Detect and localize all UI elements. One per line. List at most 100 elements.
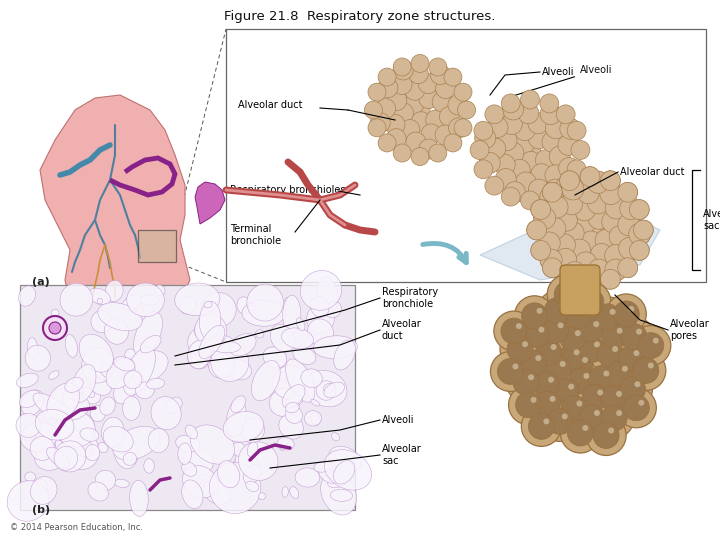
Circle shape <box>578 289 604 315</box>
Circle shape <box>474 160 493 179</box>
Text: Alveolar
pores: Alveolar pores <box>670 319 710 341</box>
Circle shape <box>540 249 562 271</box>
Circle shape <box>386 129 406 148</box>
Circle shape <box>560 345 600 385</box>
Ellipse shape <box>113 427 160 460</box>
Ellipse shape <box>282 384 305 408</box>
Ellipse shape <box>325 301 341 318</box>
Ellipse shape <box>147 379 164 389</box>
Circle shape <box>580 167 600 186</box>
Circle shape <box>528 332 569 372</box>
Ellipse shape <box>271 325 294 352</box>
Ellipse shape <box>51 309 59 316</box>
Ellipse shape <box>230 334 256 356</box>
Circle shape <box>554 248 577 271</box>
Circle shape <box>564 261 585 284</box>
Circle shape <box>536 150 557 171</box>
Circle shape <box>513 369 539 395</box>
Ellipse shape <box>311 413 320 425</box>
Ellipse shape <box>289 487 299 498</box>
Circle shape <box>600 183 622 205</box>
Circle shape <box>539 232 560 254</box>
Bar <box>226 29 706 282</box>
Circle shape <box>444 134 462 152</box>
Ellipse shape <box>24 472 35 482</box>
Circle shape <box>501 113 522 134</box>
Circle shape <box>618 258 638 278</box>
Circle shape <box>474 122 493 140</box>
Ellipse shape <box>130 480 148 516</box>
Circle shape <box>608 428 614 434</box>
Circle shape <box>588 207 610 230</box>
Ellipse shape <box>330 489 353 502</box>
Ellipse shape <box>251 361 280 401</box>
Circle shape <box>603 370 609 376</box>
Circle shape <box>490 352 531 392</box>
Circle shape <box>485 105 504 124</box>
Ellipse shape <box>279 415 303 439</box>
Ellipse shape <box>72 414 94 441</box>
Circle shape <box>547 274 588 314</box>
Text: Alveolar
sac: Alveolar sac <box>703 209 720 231</box>
Circle shape <box>562 178 584 200</box>
Circle shape <box>503 143 524 164</box>
Text: Respiratory bronchioles: Respiratory bronchioles <box>230 185 346 195</box>
Ellipse shape <box>226 399 246 437</box>
Circle shape <box>594 379 634 419</box>
Circle shape <box>542 183 562 202</box>
Ellipse shape <box>90 379 111 395</box>
Circle shape <box>624 395 649 421</box>
Ellipse shape <box>333 461 355 484</box>
Circle shape <box>536 310 575 350</box>
Circle shape <box>418 73 438 93</box>
Circle shape <box>513 343 554 383</box>
Circle shape <box>588 171 609 193</box>
Circle shape <box>588 192 610 214</box>
Circle shape <box>629 223 651 245</box>
Ellipse shape <box>56 411 95 447</box>
Circle shape <box>559 303 565 309</box>
Circle shape <box>594 410 600 416</box>
Circle shape <box>613 369 652 409</box>
Ellipse shape <box>285 396 302 408</box>
Circle shape <box>574 199 595 221</box>
Circle shape <box>378 68 396 86</box>
Circle shape <box>429 58 447 76</box>
Circle shape <box>653 338 659 343</box>
Circle shape <box>634 350 639 356</box>
Circle shape <box>370 113 390 133</box>
Circle shape <box>588 192 610 214</box>
Circle shape <box>534 391 561 417</box>
Ellipse shape <box>62 389 78 409</box>
Ellipse shape <box>331 433 340 441</box>
Ellipse shape <box>30 477 57 504</box>
Circle shape <box>516 315 557 355</box>
Circle shape <box>528 384 567 424</box>
Ellipse shape <box>183 448 213 475</box>
Circle shape <box>49 322 61 334</box>
Circle shape <box>378 134 396 152</box>
Circle shape <box>564 302 590 329</box>
Circle shape <box>554 234 575 256</box>
Circle shape <box>636 329 642 335</box>
Circle shape <box>554 248 577 271</box>
Circle shape <box>606 294 647 334</box>
Circle shape <box>411 55 429 72</box>
Circle shape <box>577 182 599 204</box>
Ellipse shape <box>243 464 261 484</box>
Ellipse shape <box>307 319 333 346</box>
Circle shape <box>43 316 67 340</box>
Ellipse shape <box>104 319 128 344</box>
Circle shape <box>544 418 549 424</box>
Circle shape <box>406 132 426 152</box>
Circle shape <box>626 350 666 390</box>
Circle shape <box>562 395 588 422</box>
Circle shape <box>562 222 584 244</box>
Circle shape <box>572 329 612 369</box>
Ellipse shape <box>90 406 106 422</box>
Circle shape <box>448 95 468 115</box>
Ellipse shape <box>105 430 113 440</box>
Ellipse shape <box>30 436 55 460</box>
Circle shape <box>638 333 664 359</box>
Circle shape <box>559 171 580 191</box>
